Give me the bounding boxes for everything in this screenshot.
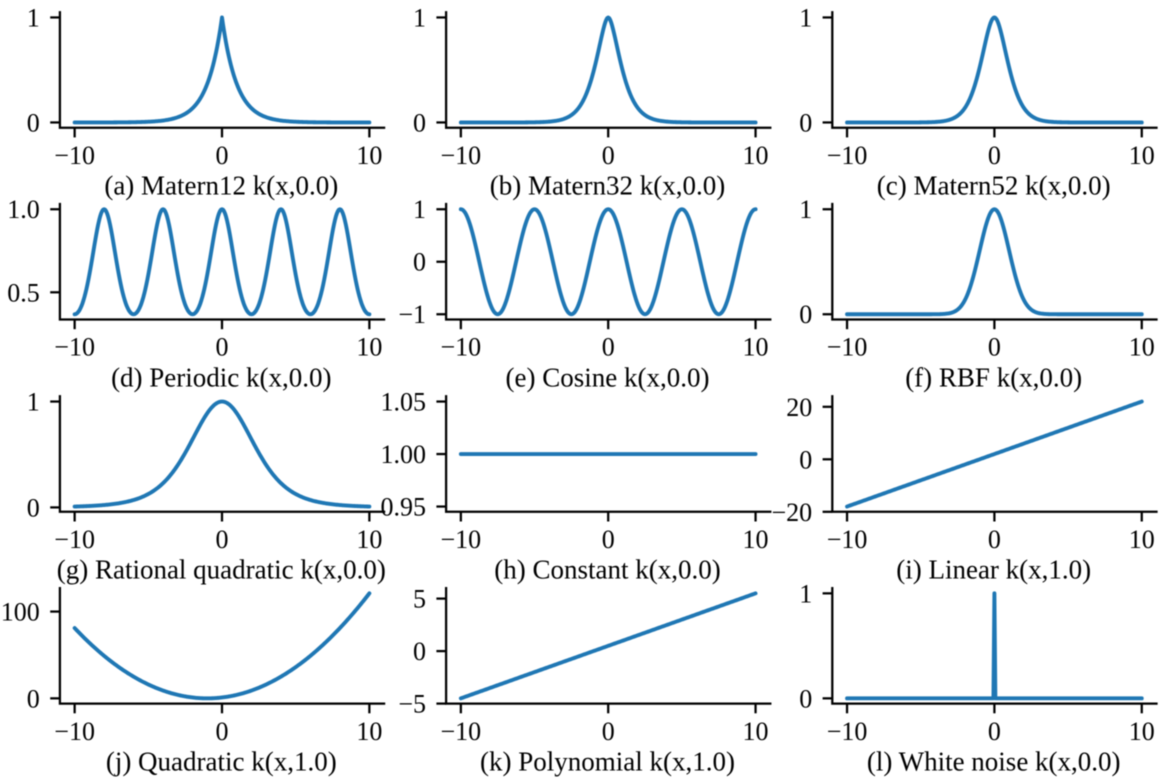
svg-text:(b) Matern32 k(x,0.0): (b) Matern32 k(x,0.0) xyxy=(490,171,725,201)
svg-text:0: 0 xyxy=(799,108,812,137)
svg-text:0: 0 xyxy=(413,248,426,277)
svg-text:100: 100 xyxy=(1,598,40,627)
svg-text:0: 0 xyxy=(799,684,812,713)
svg-text:10: 10 xyxy=(1129,141,1155,170)
svg-text:0: 0 xyxy=(799,445,812,474)
svg-text:10: 10 xyxy=(356,525,382,554)
svg-text:5: 5 xyxy=(413,585,426,614)
svg-text:0: 0 xyxy=(216,333,229,362)
svg-text:(k) Polynomial k(x,1.0): (k) Polynomial k(x,1.0) xyxy=(480,746,735,776)
svg-text:(c) Matern52 k(x,0.0): (c) Matern52 k(x,0.0) xyxy=(877,171,1111,201)
svg-text:(d) Periodic k(x,0.0): (d) Periodic k(x,0.0) xyxy=(111,362,331,392)
svg-text:0: 0 xyxy=(988,717,1001,746)
svg-text:(l) White noise k(x,0.0): (l) White noise k(x,0.0) xyxy=(867,746,1121,776)
svg-text:1: 1 xyxy=(799,3,812,32)
svg-text:1.05: 1.05 xyxy=(381,388,427,417)
svg-text:−10: −10 xyxy=(54,717,95,746)
svg-text:20: 20 xyxy=(786,393,812,422)
svg-text:1.00: 1.00 xyxy=(381,440,427,469)
svg-text:0: 0 xyxy=(216,141,229,170)
svg-text:0: 0 xyxy=(413,637,426,666)
svg-text:(f) RBF k(x,0.0): (f) RBF k(x,0.0) xyxy=(905,362,1082,392)
svg-text:10: 10 xyxy=(743,141,769,170)
svg-text:0: 0 xyxy=(413,108,426,137)
svg-text:−10: −10 xyxy=(54,525,95,554)
svg-text:1: 1 xyxy=(799,579,812,608)
svg-text:0: 0 xyxy=(988,333,1001,362)
svg-text:−5: −5 xyxy=(398,690,426,719)
svg-text:10: 10 xyxy=(1129,525,1155,554)
svg-text:(j) Quadratic k(x,1.0): (j) Quadratic k(x,1.0) xyxy=(106,746,337,776)
svg-text:10: 10 xyxy=(1129,717,1155,746)
svg-text:0: 0 xyxy=(27,684,40,713)
svg-text:0: 0 xyxy=(602,333,615,362)
svg-text:0.95: 0.95 xyxy=(381,493,427,522)
svg-text:10: 10 xyxy=(743,333,769,362)
svg-text:−1: −1 xyxy=(398,300,426,329)
svg-text:−10: −10 xyxy=(441,141,482,170)
svg-text:−10: −10 xyxy=(441,717,482,746)
svg-text:10: 10 xyxy=(743,717,769,746)
svg-text:0: 0 xyxy=(602,525,615,554)
svg-text:1.0: 1.0 xyxy=(7,195,40,224)
svg-text:0: 0 xyxy=(799,300,812,329)
svg-text:−20: −20 xyxy=(772,498,813,527)
svg-text:0: 0 xyxy=(216,525,229,554)
svg-text:−10: −10 xyxy=(54,141,95,170)
svg-text:1: 1 xyxy=(799,195,812,224)
svg-text:(i) Linear k(x,1.0): (i) Linear k(x,1.0) xyxy=(896,555,1091,585)
svg-text:−10: −10 xyxy=(441,525,482,554)
svg-text:−10: −10 xyxy=(827,141,868,170)
svg-text:(h) Constant k(x,0.0): (h) Constant k(x,0.0) xyxy=(494,555,720,585)
svg-text:10: 10 xyxy=(743,525,769,554)
svg-text:(g) Rational quadratic k(x,0.0: (g) Rational quadratic k(x,0.0) xyxy=(57,555,386,585)
svg-text:1: 1 xyxy=(27,388,40,417)
svg-text:−10: −10 xyxy=(827,525,868,554)
svg-text:(a) Matern12 k(x,0.0): (a) Matern12 k(x,0.0) xyxy=(104,171,338,201)
svg-text:0: 0 xyxy=(27,108,40,137)
svg-text:0: 0 xyxy=(988,525,1001,554)
svg-text:10: 10 xyxy=(356,717,382,746)
svg-text:0: 0 xyxy=(602,717,615,746)
svg-text:0.5: 0.5 xyxy=(7,278,40,307)
svg-text:0: 0 xyxy=(602,141,615,170)
svg-text:−10: −10 xyxy=(54,333,95,362)
svg-text:−10: −10 xyxy=(441,333,482,362)
svg-text:(e) Cosine k(x,0.0): (e) Cosine k(x,0.0) xyxy=(506,362,710,392)
svg-text:10: 10 xyxy=(1129,333,1155,362)
svg-text:1: 1 xyxy=(27,3,40,32)
svg-text:0: 0 xyxy=(988,141,1001,170)
svg-text:10: 10 xyxy=(356,333,382,362)
svg-text:0: 0 xyxy=(27,493,40,522)
svg-text:1: 1 xyxy=(413,195,426,224)
svg-text:−10: −10 xyxy=(827,333,868,362)
svg-text:1: 1 xyxy=(413,3,426,32)
svg-text:0: 0 xyxy=(216,717,229,746)
svg-text:10: 10 xyxy=(356,141,382,170)
svg-text:−10: −10 xyxy=(827,717,868,746)
